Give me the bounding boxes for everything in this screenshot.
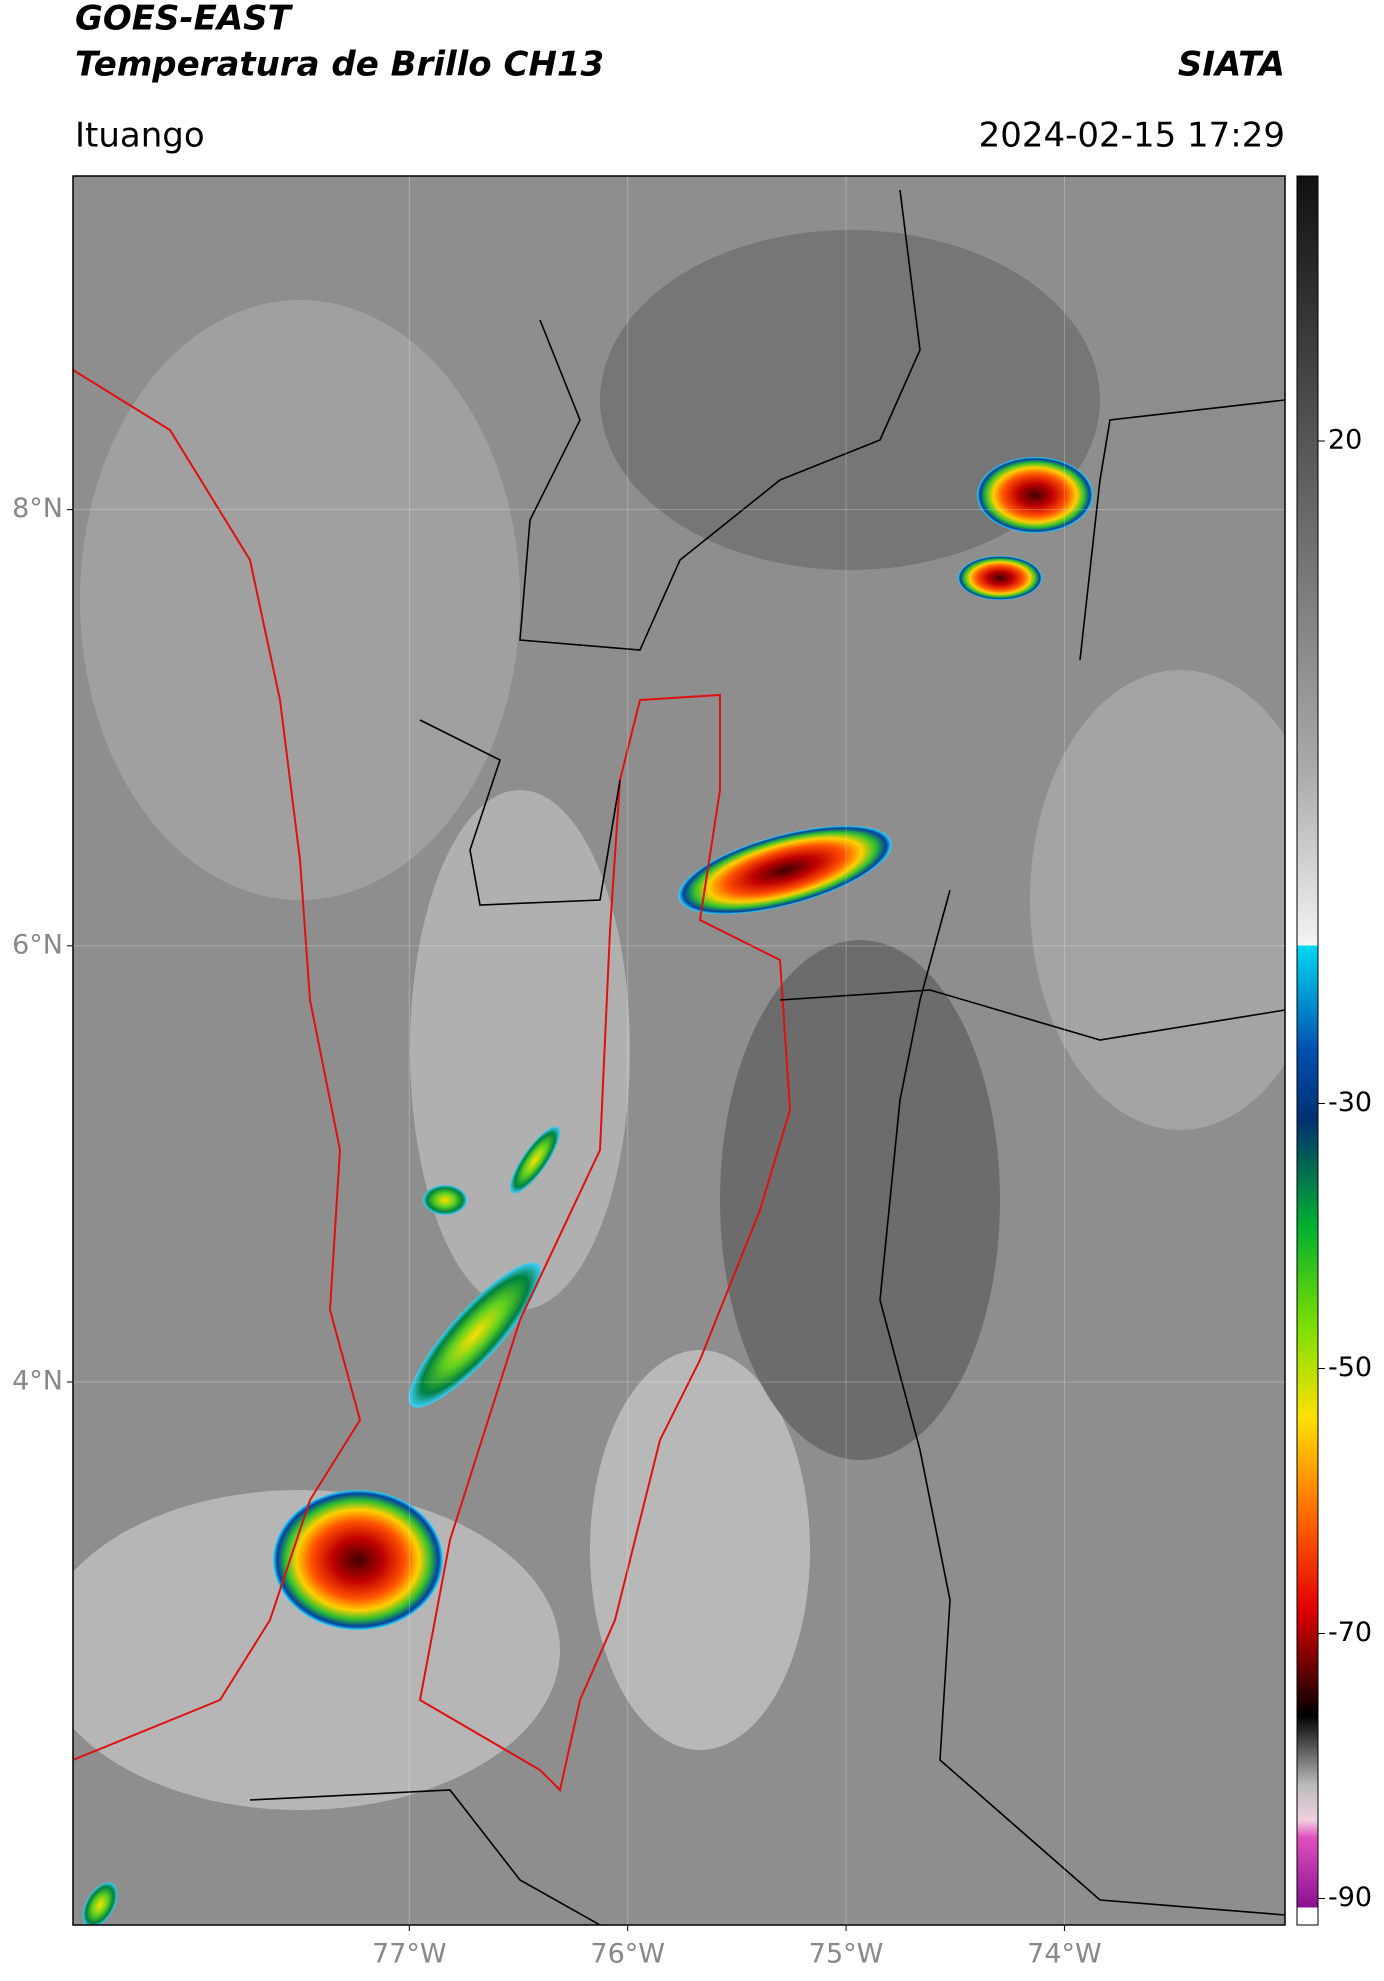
title: GOES-EAST (75, 0, 294, 39)
cloud (80, 300, 520, 900)
title: Temperatura de Brillo CH13 (75, 45, 604, 85)
coastline (73, 369, 362, 1761)
storm-cell (678, 825, 892, 915)
datetime: 2024-02-15 17:29 (979, 116, 1285, 156)
storm-cell (958, 556, 1042, 600)
colorbar-tick-label: -50 (1328, 1352, 1372, 1383)
storm-cell (82, 1882, 118, 1925)
storm-cell (423, 1185, 467, 1215)
cloud (1030, 670, 1285, 1130)
x-tick-label: 76°W (590, 1939, 665, 1970)
y-tick-label: 4°N (12, 1365, 63, 1396)
region-border (418, 693, 792, 1792)
org: SIATA (1178, 45, 1285, 85)
admin-border (249, 189, 1285, 1925)
y-tick-label: 6°N (12, 929, 63, 960)
colorbar-tick-label: -70 (1328, 1617, 1372, 1648)
map-frame (72, 175, 1286, 1926)
colorbar-tick-label: 20 (1328, 425, 1362, 456)
cloud (600, 230, 1100, 570)
x-tick-label: 77°W (372, 1939, 447, 1970)
storm-cell (408, 1262, 542, 1408)
x-tick-label: 74°W (1027, 1939, 1102, 1970)
y-tick-label: 8°N (12, 493, 63, 524)
x-tick-label: 75°W (809, 1939, 884, 1970)
map-image (73, 176, 1285, 1925)
storm-cell (977, 457, 1093, 533)
storm-cell (510, 1126, 560, 1194)
cloud (410, 790, 630, 1310)
colorbar-tick-label: -30 (1328, 1087, 1372, 1118)
cloud (590, 1350, 810, 1750)
colorbar-tick-label: -90 (1328, 1882, 1372, 1913)
colorbar (1296, 175, 1319, 1926)
location: Ituango (75, 116, 205, 156)
cloud (720, 940, 1000, 1460)
storm-cell (273, 1490, 443, 1630)
